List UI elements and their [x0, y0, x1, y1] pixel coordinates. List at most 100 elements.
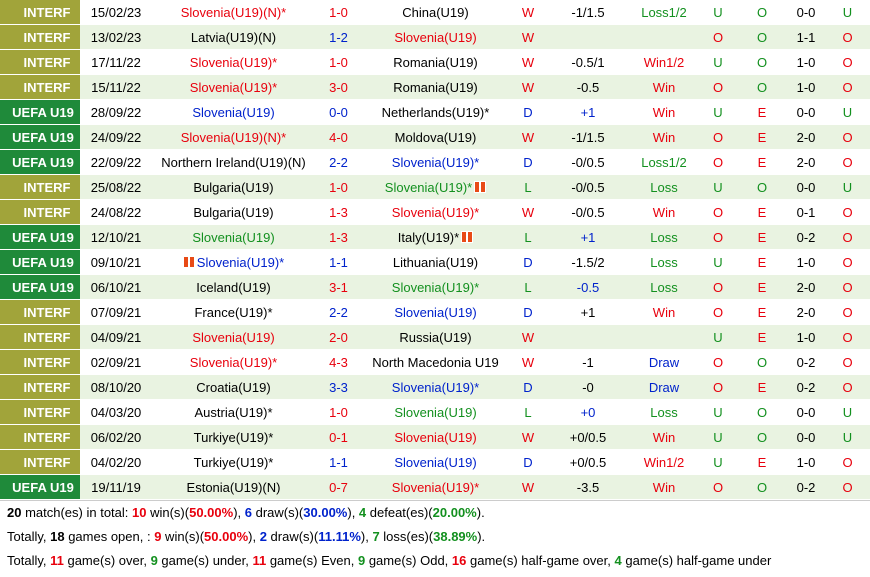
home-team[interactable]: Turkiye(U19)* — [152, 449, 315, 475]
competition-label[interactable]: INTERF — [0, 174, 80, 200]
away-team[interactable]: Slovenia(U19) — [362, 299, 509, 325]
away-team[interactable]: Slovenia(U19)* — [362, 274, 509, 300]
over-under-text: U — [713, 179, 723, 195]
competition-label[interactable]: INTERF — [0, 74, 80, 100]
competition-label[interactable]: UEFA U19 — [0, 224, 80, 250]
away-team[interactable]: Slovenia(U19) — [362, 424, 509, 450]
home-team[interactable]: Northern Ireland(U19)(N) — [152, 149, 315, 175]
away-team[interactable]: Slovenia(U19)* — [362, 149, 509, 175]
over-under-text: O — [712, 154, 724, 170]
competition-label[interactable]: UEFA U19 — [0, 249, 80, 275]
home-team[interactable]: Bulgaria(U19) — [152, 174, 315, 200]
home-team[interactable]: Slovenia(U19) — [152, 99, 315, 125]
table-row: INTERF 15/02/23 Slovenia(U19)(N)* 1-0 China(… — [0, 0, 870, 25]
away-team[interactable]: Slovenia(U19)* — [362, 474, 509, 500]
half-over-under: O — [825, 224, 870, 250]
competition-label[interactable]: INTERF — [0, 199, 80, 225]
competition-label-text: INTERF — [23, 454, 71, 470]
away-team[interactable]: Italy(U19)* — [362, 224, 509, 250]
competition-label[interactable]: INTERF — [0, 24, 80, 50]
home-team[interactable]: Croatia(U19) — [152, 374, 315, 400]
handicap-result: Loss1/2 — [629, 149, 699, 175]
away-team[interactable]: Netherlands(U19)* — [362, 99, 509, 125]
divider — [0, 500, 870, 501]
handicap-result-text: Win — [652, 104, 676, 120]
competition-label[interactable]: INTERF — [0, 324, 80, 350]
competition-label[interactable]: UEFA U19 — [0, 149, 80, 175]
away-team[interactable]: Slovenia(U19)* — [362, 374, 509, 400]
home-team[interactable]: Slovenia(U19)* — [152, 349, 315, 375]
half-over-under-text: O — [842, 129, 853, 145]
odd-even: E — [737, 199, 787, 225]
half-time-score-text: 2-0 — [796, 154, 816, 170]
competition-label[interactable]: INTERF — [0, 424, 80, 450]
away-team[interactable]: Slovenia(U19)* — [362, 199, 509, 225]
competition-label[interactable]: UEFA U19 — [0, 124, 80, 150]
odd-even: E — [737, 124, 787, 150]
competition-label[interactable]: INTERF — [0, 0, 80, 25]
home-team[interactable]: Slovenia(U19)* — [152, 49, 315, 75]
competition-label[interactable]: INTERF — [0, 374, 80, 400]
competition-label[interactable]: UEFA U19 — [0, 474, 80, 500]
home-team-text: Estonia(U19)(N) — [186, 479, 281, 495]
half-over-under-text: O — [842, 254, 853, 270]
half-time-score: 1-0 — [787, 449, 825, 475]
table-row: INTERF 15/11/22 Slovenia(U19)* 3-0 Romania(U… — [0, 74, 870, 100]
handicap-line: -0.5 — [547, 74, 629, 100]
away-team-text: Slovenia(U19) — [394, 29, 477, 45]
home-team[interactable]: Slovenia(U19)* — [152, 74, 315, 100]
match-date: 04/02/20 — [80, 449, 152, 475]
defeat-count: 4 — [358, 505, 367, 520]
home-team[interactable]: Slovenia(U19)(N)* — [152, 124, 315, 150]
half-time-score-text: 0-2 — [796, 479, 816, 495]
full-time-score-text: 3-0 — [329, 79, 348, 95]
home-team[interactable]: Slovenia(U19) — [152, 224, 315, 250]
home-team[interactable]: Iceland(U19) — [152, 274, 315, 300]
home-team-text: Slovenia(U19)* — [189, 54, 278, 70]
half-over-under-text: O — [842, 79, 853, 95]
competition-label[interactable]: UEFA U19 — [0, 99, 80, 125]
away-team[interactable]: North Macedonia U19 — [362, 349, 509, 375]
home-team[interactable]: Slovenia(U19) — [152, 324, 315, 350]
competition-label[interactable]: INTERF — [0, 449, 80, 475]
match-result-text: D — [523, 254, 533, 270]
match-date: 08/10/20 — [80, 374, 152, 400]
home-team[interactable]: Bulgaria(U19) — [152, 199, 315, 225]
away-team[interactable]: Slovenia(U19) — [362, 449, 509, 475]
away-team[interactable]: Lithuania(U19) — [362, 249, 509, 275]
handicap-line-text: +1 — [580, 104, 596, 120]
full-time-score: 1-0 — [315, 399, 362, 425]
competition-label-text: INTERF — [23, 29, 71, 45]
home-team[interactable]: Slovenia(U19)(N)* — [152, 0, 315, 25]
competition-label[interactable]: INTERF — [0, 399, 80, 425]
home-team[interactable]: Slovenia(U19)* — [152, 249, 315, 275]
away-team[interactable]: Slovenia(U19)* — [362, 174, 509, 200]
away-team[interactable]: Russia(U19) — [362, 324, 509, 350]
competition-label[interactable]: INTERF — [0, 299, 80, 325]
away-team[interactable]: Slovenia(U19) — [362, 24, 509, 50]
home-team[interactable]: Austria(U19)* — [152, 399, 315, 425]
competition-label[interactable]: INTERF — [0, 349, 80, 375]
full-time-score: 3-0 — [315, 74, 362, 100]
handicap-line-text: -1/1.5 — [571, 4, 605, 20]
away-team[interactable]: Moldova(U19) — [362, 124, 509, 150]
competition-label[interactable]: UEFA U19 — [0, 274, 80, 300]
match-date-text: 04/02/20 — [90, 454, 142, 470]
home-team[interactable]: Estonia(U19)(N) — [152, 474, 315, 500]
away-team[interactable]: Slovenia(U19) — [362, 399, 509, 425]
away-team[interactable]: Romania(U19) — [362, 74, 509, 100]
home-team[interactable]: Latvia(U19)(N) — [152, 24, 315, 50]
half-over-under-text: O — [842, 279, 853, 295]
match-result: L — [509, 174, 547, 200]
away-team[interactable]: Romania(U19) — [362, 49, 509, 75]
odd-even: E — [737, 249, 787, 275]
home-team[interactable]: France(U19)* — [152, 299, 315, 325]
full-time-score-text: 1-0 — [329, 54, 348, 70]
away-team[interactable]: China(U19) — [362, 0, 509, 25]
match-result-text: W — [521, 479, 535, 495]
half-time-score-text: 0-2 — [796, 354, 816, 370]
odd-even: E — [737, 374, 787, 400]
table-row: INTERF 24/08/22 Bulgaria(U19) 1-3 Slovenia(U… — [0, 199, 870, 225]
competition-label[interactable]: INTERF — [0, 49, 80, 75]
home-team[interactable]: Turkiye(U19)* — [152, 424, 315, 450]
